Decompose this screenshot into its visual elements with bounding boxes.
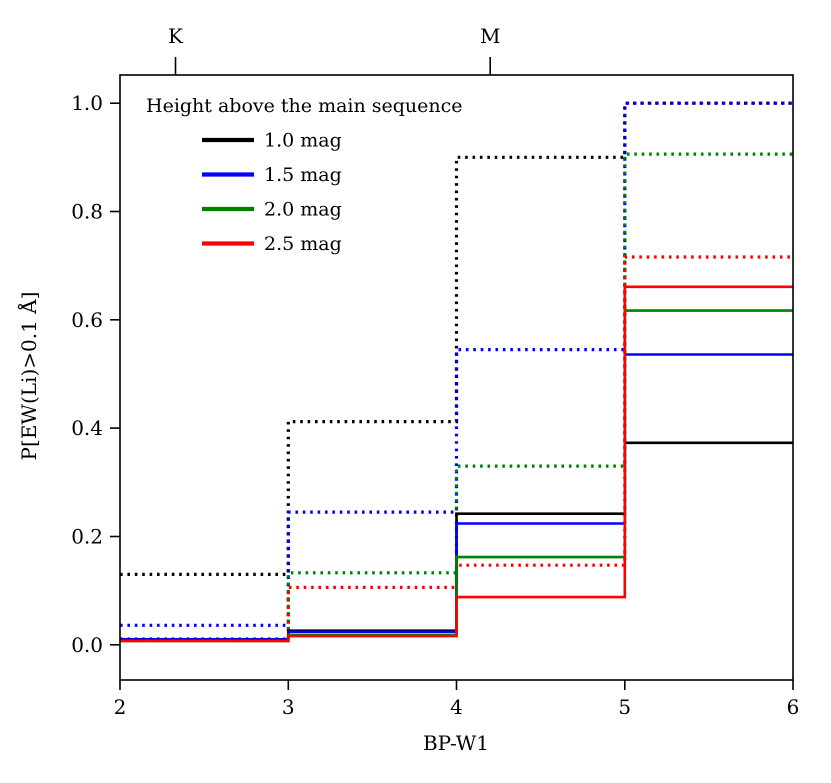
x-tick-label: 5 xyxy=(618,695,631,719)
legend-label-1.5-mag: 1.5 mag xyxy=(264,164,342,186)
x-tick-label: 6 xyxy=(787,695,800,719)
y-tick-label: 0.2 xyxy=(71,525,103,549)
legend: 1.0 mag 1.5 mag 2.0 mag 2.5 mag xyxy=(202,130,342,255)
series-layer xyxy=(120,101,793,643)
y-axis-label: P[EW(Li)>0.1 Å] xyxy=(16,292,41,461)
legend-title: Height above the main sequence xyxy=(146,95,463,117)
y-tick-label: 0.8 xyxy=(71,200,103,224)
legend-label-2.0-mag: 2.0 mag xyxy=(264,199,342,221)
legend-label-1.0-mag: 1.0 mag xyxy=(264,130,342,152)
y-tick-label: 0.6 xyxy=(71,308,103,332)
x-tick-label: 3 xyxy=(282,695,295,719)
y-tick-label: 0.4 xyxy=(71,416,103,440)
legend-label-2.5-mag: 2.5 mag xyxy=(264,233,342,255)
top-axis-marker-label: K xyxy=(168,24,184,48)
top-axis-marker-label: M xyxy=(480,24,500,48)
axes-layer: 2 3 4 5 6 0.0 0.2 0.4 0.6 0.8 1.0 K M xyxy=(71,24,799,719)
x-tick-label: 4 xyxy=(450,695,463,719)
series-line-2.0-mag-dotted xyxy=(120,152,793,641)
y-tick-label: 1.0 xyxy=(71,91,103,115)
y-tick-label: 0.0 xyxy=(71,633,103,657)
x-tick-label: 2 xyxy=(114,695,127,719)
series-line-2.5-mag-solid xyxy=(120,285,793,643)
x-axis-label: BP-W1 xyxy=(423,731,489,755)
